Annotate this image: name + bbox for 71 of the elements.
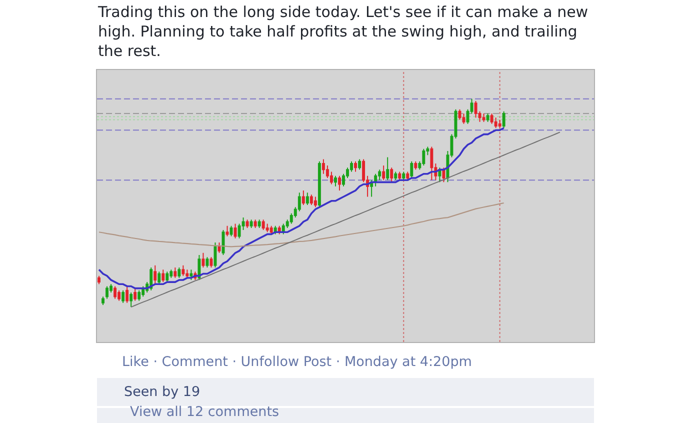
candlestick: [178, 267, 181, 278]
chart-title: Trading this on the long side today. Let's see if it can make a new high. Planning to take half profits at the swing high, and trailing the rest.: [97, 3, 588, 60]
candlestick: [138, 290, 141, 302]
candlestick: [106, 286, 108, 300]
candlestick: [122, 290, 125, 304]
candlestick: [266, 223, 269, 233]
candlestick: [358, 158, 362, 170]
candlestick: [406, 171, 410, 181]
candlestick: [218, 242, 221, 254]
candlestick: [150, 267, 153, 291]
candlestick: [170, 269, 173, 278]
candlestick: [374, 173, 378, 187]
candlestick: [474, 100, 478, 118]
candlestick: [354, 160, 357, 172]
candlestick: [318, 160, 321, 208]
candlestick: [102, 296, 104, 306]
candlestick: [134, 288, 137, 302]
candlestick: [234, 223, 237, 239]
candlestick: [250, 219, 253, 228]
candlestick: [130, 292, 133, 308]
candlestick: [302, 190, 305, 206]
candlestick: [206, 256, 209, 268]
candlestick: [126, 286, 129, 304]
candlestick: [226, 225, 229, 237]
candlestick: [486, 113, 490, 122]
candlestick: [410, 160, 414, 179]
candlestick: [118, 290, 121, 302]
candlestick: [306, 192, 309, 206]
candlestick: [382, 165, 386, 181]
candlestick: [246, 219, 249, 228]
candlestick: [430, 146, 434, 181]
candlestick: [162, 269, 165, 283]
candlestick: [210, 256, 213, 268]
candlestick: [174, 267, 177, 278]
candlestick: [402, 171, 406, 181]
candlestick: [202, 252, 205, 268]
candlestick: [230, 225, 233, 237]
candlestick: [114, 286, 117, 300]
candlestick: [158, 271, 161, 285]
candlestick: [490, 113, 494, 124]
candlestick: [422, 148, 426, 166]
candlestick: [334, 175, 337, 187]
candlestick: [190, 269, 193, 280]
text: View all 12 comments: [130, 404, 280, 420]
candlestick: [154, 264, 157, 285]
candlestick: [502, 110, 506, 129]
candlestick: [198, 254, 201, 280]
candlestick: [442, 167, 446, 183]
candlestick: [498, 119, 502, 129]
candlestick: [98, 275, 100, 285]
candlestick: [398, 171, 402, 181]
candlestick: [254, 219, 257, 228]
candlestick: [310, 194, 313, 206]
candlestick: [262, 219, 265, 231]
text: Seen by 19: [124, 384, 200, 400]
candlestick: [482, 113, 486, 122]
candlestick: [270, 225, 273, 235]
candlestick: [166, 271, 169, 283]
candlestick: [386, 156, 390, 181]
candlestick: [186, 269, 189, 278]
candlestick: [258, 219, 261, 228]
candlestick: [314, 196, 317, 208]
candlestick: [182, 264, 185, 276]
candlestick: [494, 117, 498, 129]
candlestick: [322, 158, 325, 174]
text: Like · Comment · Unfollow Post · Monday at 4:20pm: [122, 354, 472, 370]
candlestick: [338, 175, 341, 191]
candlestick: [462, 113, 466, 124]
candlestick: [414, 160, 418, 170]
candlestick: [390, 167, 394, 183]
candlestick: [394, 171, 398, 181]
